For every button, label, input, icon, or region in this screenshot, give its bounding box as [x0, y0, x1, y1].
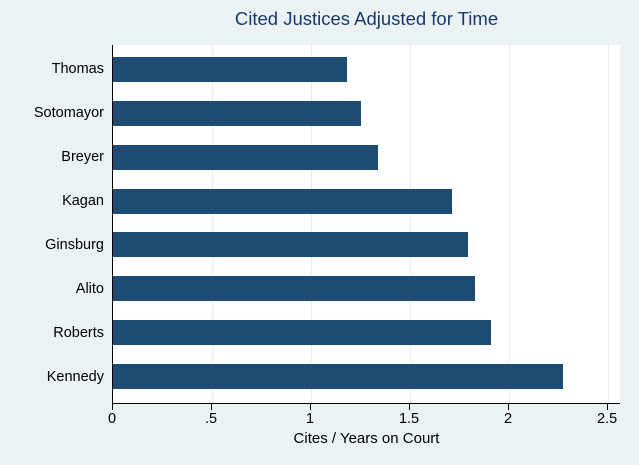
x-axis-tick-label: 1: [306, 411, 315, 427]
gridline: [311, 45, 313, 403]
bar-breyer: [113, 144, 379, 170]
x-axis-tick: [409, 404, 411, 410]
bar-kennedy: [113, 363, 563, 389]
bar-row: [113, 276, 620, 302]
bar-row: [113, 320, 620, 346]
bar-row: [113, 363, 620, 389]
bar-kagan: [113, 188, 452, 214]
y-axis-label: Breyer: [61, 149, 104, 165]
x-axis-tick: [211, 404, 213, 410]
y-axis-label: Roberts: [53, 325, 104, 341]
bar-ginsburg: [113, 232, 468, 258]
x-axis-tick: [310, 404, 312, 410]
bars-container: [113, 45, 620, 403]
x-axis-tick: [607, 404, 609, 410]
y-axis-label: Sotomayor: [33, 105, 104, 121]
gridline: [509, 45, 511, 403]
chart-title: Cited Justices Adjusted for Time: [234, 8, 499, 29]
gridlines: [113, 45, 620, 403]
y-axis-label: Kagan: [62, 193, 104, 209]
bar-row: [113, 232, 620, 258]
y-axis-label: Alito: [75, 281, 104, 297]
bar-row: [113, 144, 620, 170]
x-axis-tick-label: 1.5: [398, 411, 420, 427]
x-axis-tick: [508, 404, 510, 410]
x-axis-tick-label: 2.5: [597, 411, 618, 427]
y-axis-labels: Thomas Sotomayor Breyer Kagan Ginsburg Alito R…: [0, 45, 104, 404]
x-axis-tick-label: 2: [504, 411, 513, 427]
y-axis-label: Thomas: [51, 61, 104, 77]
bar-row: [113, 188, 620, 214]
plot-area: [112, 45, 620, 404]
x-axis-label: Cites / Years on Court: [293, 430, 440, 447]
y-axis-label: Kennedy: [46, 369, 104, 385]
x-axis-tick: [112, 404, 113, 410]
y-axis-label: Ginsburg: [45, 237, 104, 253]
bar-row: [113, 57, 620, 82]
bar-roberts: [113, 320, 492, 346]
gridline: [212, 45, 214, 403]
x-axis-tick-label: .5: [204, 411, 218, 427]
bar-alito: [113, 276, 476, 302]
gridline: [608, 45, 610, 403]
x-axis-tick-label: 0: [107, 411, 117, 427]
gridline: [410, 45, 412, 403]
bar-sotomayor: [113, 100, 361, 126]
bar-thomas: [113, 57, 347, 82]
bar-row: [113, 100, 620, 126]
